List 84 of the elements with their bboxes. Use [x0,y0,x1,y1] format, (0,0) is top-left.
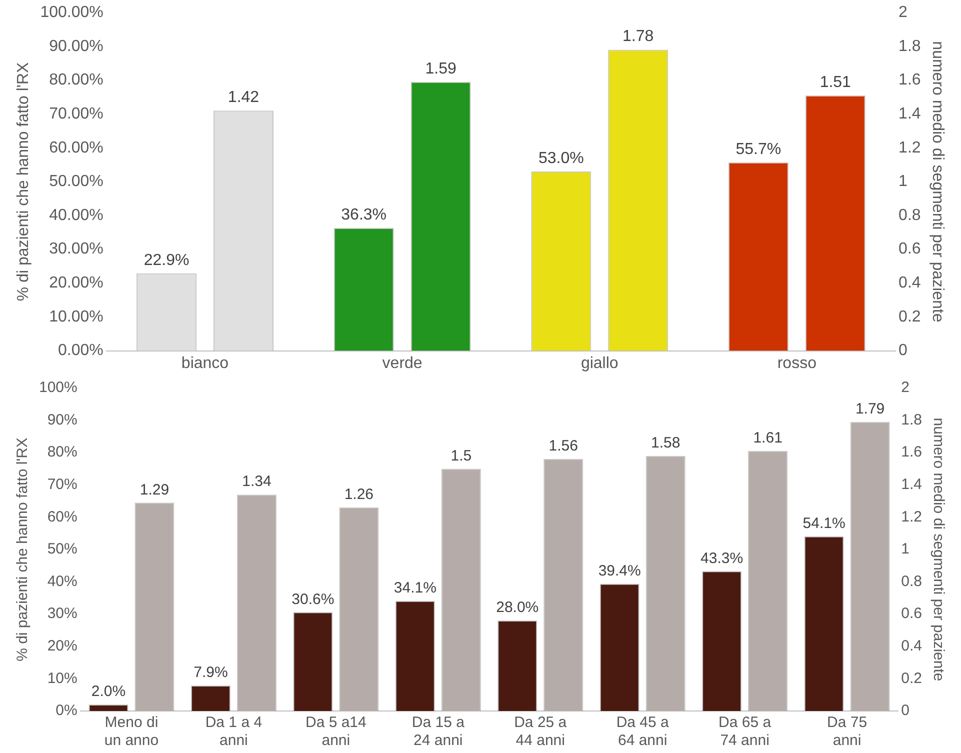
y-tick-label: 60% [47,508,78,526]
y-tick-label: 60.00% [49,139,104,156]
y-tick-label: 0% [56,702,78,720]
y2-tick-label: 1.2 [898,139,921,156]
y-axis-title: % di pazienti che hanno fatto l'RX [14,438,32,662]
data-label: 43.3% [700,550,744,567]
y2-tick-label: 1.6 [901,444,922,461]
data-label: 39.4% [598,562,641,580]
data-label: 1.56 [548,438,578,455]
data-label: 7.9% [194,664,228,682]
y-tick-label: 100% [38,379,78,396]
y-tick-label: 40.00% [49,206,104,224]
y-tick-label: 30.00% [49,240,104,258]
y2-tick-label: 0 [898,342,908,360]
x-tick-label: Meno di un anno [104,714,159,750]
y-tick-label: 80% [47,444,78,461]
data-label: 53.0% [538,150,584,167]
data-label: 1.59 [425,60,456,78]
y2-tick-label: 0.6 [901,605,922,622]
data-label: 36.3% [341,206,387,224]
y2-tick-label: 0.4 [901,638,922,655]
y-tick-label: 20% [47,638,78,655]
data-label: 1.58 [650,434,680,452]
data-label: 34.1% [394,580,436,596]
y2-tick-label: 0.8 [901,572,922,590]
y-tick-label: 90.00% [49,38,104,55]
y2-tick-label: 1.8 [901,411,922,428]
y-tick-label: 50% [47,540,78,558]
y-tick-label: 100.00% [40,4,104,22]
y-tick-label: 30% [47,605,78,622]
y2-tick-label: 1.6 [898,72,921,89]
y-tick-label: 10% [47,670,78,687]
y-tick-label: 80.00% [49,72,104,89]
y-tick-label: 70% [47,476,78,494]
y2-tick-label: 0.4 [898,274,921,292]
y2-tick-label: 0.2 [901,670,922,687]
x-tick-label: Da 65 a 74 anni [718,714,772,750]
y2-tick-label: 2 [901,379,910,396]
x-tick-label: Da 1 a 4 anni [205,714,262,750]
y2-tick-label: 2 [898,4,908,22]
y-tick-label: 70.00% [49,105,104,122]
data-label: 2.0% [91,683,126,700]
y2-tick-label: 0 [901,702,910,720]
x-tick-label: Da 75 anni [827,714,868,750]
data-label: 30.6% [292,590,334,608]
x-tick-label: Da 5 a14 anni [305,714,366,750]
y-tick-label: 0.00% [58,342,104,360]
y-tick-label: 40% [47,572,78,590]
data-label: 1.34 [242,473,272,490]
data-label: 22.9% [144,252,190,269]
x-tick-label: giallo [580,354,618,372]
x-tick-label: verde [382,354,422,372]
data-label: 1.5 [450,447,472,464]
y2-tick-label: 1.4 [898,105,921,122]
y2-tick-label: 1.2 [901,508,922,526]
x-tick-label: Da 45 a 64 anni [616,714,670,750]
data-label: 1.51 [820,74,852,91]
y2-tick-label: 1.4 [901,476,922,494]
y-tick-label: 50.00% [49,173,104,190]
y2-tick-label: 1 [901,540,910,558]
y2-axis-title: numero medio di segmenti per paziente [930,418,947,682]
x-tick-label: rosso [777,354,817,372]
data-label: 55.7% [736,140,782,158]
data-label: 1.42 [228,89,260,106]
data-label: 1.61 [753,430,782,447]
y2-tick-label: 1.8 [898,38,921,55]
y2-tick-label: 0.8 [898,206,921,224]
x-tick-label: Da 15 a 24 anni [412,714,466,750]
data-label: 54.1% [802,514,846,532]
data-label: 1.29 [140,481,170,498]
y-axis-title: % di pazienti che hanno fatto l'RX [15,62,32,302]
x-tick-label: bianco [181,354,229,372]
y-tick-label: 90% [47,411,78,428]
x-tick-label: Da 25 a 44 anni [514,714,568,750]
y-tick-label: 20.00% [49,274,104,292]
data-label: 1.78 [622,28,654,46]
y2-tick-label: 1 [898,173,908,190]
y2-tick-label: 0.6 [898,240,921,258]
data-label: 1.79 [855,400,885,418]
y2-tick-label: 0.2 [898,308,921,326]
y-tick-label: 10.00% [49,308,104,326]
data-label: 28.0% [496,599,539,616]
y2-axis-title: numero medio di segmenti per paziente [928,41,946,322]
data-label: 1.26 [344,486,374,504]
